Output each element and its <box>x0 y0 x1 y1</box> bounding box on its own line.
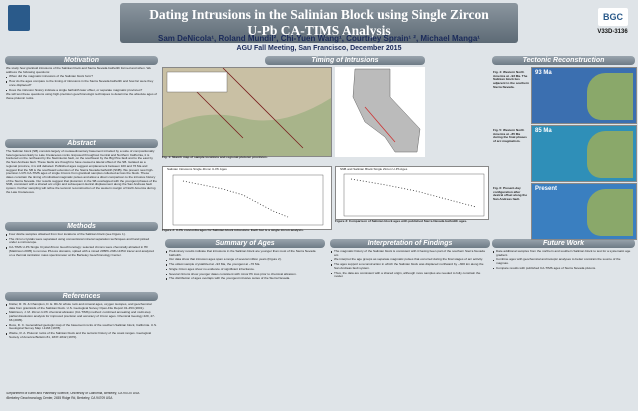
reconstruction-map: Present <box>531 183 637 240</box>
methods-text: Four diorite samples obtained from four … <box>6 233 157 289</box>
bullet-item: Our data show that intrusion ages span a… <box>166 258 324 262</box>
chart-title: SNB and Salinian Block Single Zircon U-P… <box>340 168 408 171</box>
motivation-text: We study how granitoid intrusions of the… <box>6 67 157 137</box>
section-header: Motivation <box>5 56 158 65</box>
bullet-item: We interpret the age groups as separate … <box>331 258 489 262</box>
fig-caption: Fig. 1: Sketch map of sample locations a… <box>162 156 268 159</box>
fault <box>364 106 396 143</box>
left-logo <box>8 5 30 31</box>
paragraph: We study how granitoid intrusions of the… <box>6 67 152 74</box>
chart-drawing <box>172 174 324 226</box>
terrain <box>163 98 331 156</box>
paragraph: The Salinian block (SB) consists largely… <box>6 150 157 194</box>
reconstruction-map: 93 Ma <box>531 67 637 124</box>
interpretation-text: The magmatic history of the Salinian blo… <box>331 250 489 360</box>
summary-text: Preliminary results indicate that intrus… <box>166 250 324 360</box>
panel-label: 85 Ma <box>535 128 552 134</box>
state-outline <box>352 68 421 153</box>
section-header: Methods <box>5 222 158 231</box>
bullet-item: The distribution of ages overlaps with t… <box>166 277 324 281</box>
section-header: Future Work <box>492 239 635 248</box>
landmass <box>587 73 633 120</box>
map-drawing <box>163 67 331 156</box>
bullet-item: Wiebe, R. A. Plutonic rocks of the Salin… <box>6 331 157 339</box>
title-line-1: Dating Intrusions in the Salinian Block … <box>149 7 489 22</box>
bullet-item: The ages support a reconstruction in whi… <box>331 262 489 270</box>
plot-frame <box>343 173 485 217</box>
bullet-item: How do the ages compare to the timing of… <box>6 79 157 87</box>
reconstruction-map: 85 Ma <box>531 125 637 182</box>
landmass <box>587 189 633 236</box>
title-line-2: U-Pb CA-TIMS Analysis <box>247 23 391 38</box>
bullet-item: When did the magmatic intrusions of the … <box>6 75 157 79</box>
fig-caption: Fig. 6: Present-day configuration after … <box>493 187 528 202</box>
bullet-item: The oldest sample crystallized at ~93 Ma… <box>166 262 324 267</box>
title-box <box>120 3 518 43</box>
future-text: Date additional samples from the norther… <box>493 250 634 360</box>
panel-label: Present <box>535 186 558 192</box>
bullet-item: Several zircons show younger dates consi… <box>166 272 324 277</box>
section-header: Timing of Intrusions <box>265 56 425 65</box>
authors: Sam DeNicola¹, Roland Mundil², Chi-Yuen … <box>158 34 480 43</box>
section-header: Abstract <box>5 139 158 148</box>
plot-frame <box>172 174 324 226</box>
error-bars <box>350 178 477 208</box>
affiliation: ¹Department of Earth and Planetary Scien… <box>6 392 140 395</box>
bullet-item: Compare results with published CA-TIMS a… <box>493 266 634 271</box>
bullet-item: Combine ages with geochemical and isotop… <box>493 257 634 265</box>
map-drawing <box>352 68 421 153</box>
poster-id: V33D-3136 <box>597 29 628 35</box>
landmass <box>587 131 633 178</box>
fig-caption: Fig. 4: Western North America at ~93 Ma.… <box>493 71 529 89</box>
bgc-logo: BGC <box>598 8 628 26</box>
sample-map <box>162 67 332 157</box>
section-header: Tectonic Reconstruction <box>492 56 635 65</box>
references-text: Kistler, R. W. & Champion, D. E. Rb-Sr w… <box>6 303 157 387</box>
bullet-item: Four diorite samples obtained from four … <box>6 233 157 237</box>
fig-caption: Figure 2: U-Pb concordia ages for Salini… <box>162 229 304 232</box>
fig-caption: Figure 3: Comparison of Salinian block a… <box>335 220 468 223</box>
section-header: References <box>5 292 158 301</box>
california-map <box>335 67 425 157</box>
paragraph: We will test these questions using high-… <box>6 92 157 100</box>
panel-label: 93 Ma <box>535 70 552 76</box>
age-chart: Salinian Intrusions Single Zircon U-Pb A… <box>162 166 332 230</box>
chart-title: Salinian Intrusions Single Zircon U-Pb A… <box>167 168 227 171</box>
comparison-chart: SNB and Salinian Block Single Zircon U-P… <box>335 166 489 220</box>
bullet-item: Does the intrusion history indicate a si… <box>6 88 157 93</box>
bullet-item: CA-TIMS U-Pb Single Crystal Zircon Geoch… <box>6 245 157 257</box>
chart-drawing <box>343 173 485 217</box>
affiliation: ²Berkeley Geochronology Center, 2455 Rid… <box>6 395 113 400</box>
meeting: AGU Fall Meeting, San Francisco, Decembe… <box>236 45 402 52</box>
bullet-item: Thus, the data are consistent with a sha… <box>331 271 489 279</box>
bullet-item: Mattinson, J. M. Zircon U-Pb chemical ab… <box>6 311 157 322</box>
error-bars <box>182 180 289 218</box>
fig-caption: Fig. 5: Western North America at ~85 Ma … <box>493 129 527 144</box>
section-header: Interpretation of Findings <box>330 239 490 248</box>
bullet-item: The magmatic history of the Salinian blo… <box>331 250 489 257</box>
affiliations: ¹Department of Earth and Planetary Scien… <box>6 392 206 406</box>
legend-box <box>166 71 228 93</box>
section-header: Summary of Ages <box>165 239 325 248</box>
bullet-item: Ross, D. C. Generalized geologic map of … <box>6 323 157 331</box>
bullet-item: Preliminary results indicate that intrus… <box>166 250 324 257</box>
bullet-item: Single zircon ages show no evidence of s… <box>166 267 324 272</box>
abstract-text: The Salinian block (SB) consists largely… <box>6 150 157 220</box>
bullet-item: Date additional samples from the norther… <box>493 250 634 257</box>
bullet-item: The zircon crystals were separated using… <box>6 237 157 245</box>
bullet-item: Kistler, R. W. & Champion, D. E. Rb-Sr w… <box>6 303 157 310</box>
